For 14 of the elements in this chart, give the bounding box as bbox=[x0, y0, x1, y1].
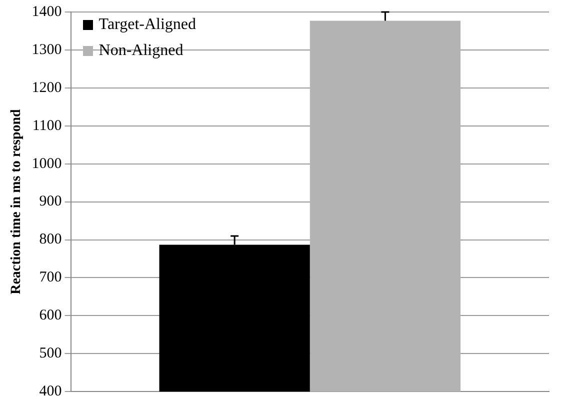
legend-label: Target-Aligned bbox=[98, 16, 196, 34]
y-tick-label: 1300 bbox=[32, 42, 62, 58]
y-tick-label: 800 bbox=[39, 232, 62, 248]
y-tick-label: 1100 bbox=[32, 118, 62, 134]
y-tick-label: 1000 bbox=[32, 156, 62, 172]
y-tick-label: 1400 bbox=[32, 4, 62, 20]
y-tick-label: 600 bbox=[39, 308, 62, 324]
legend-label: Non-Aligned bbox=[98, 42, 184, 60]
y-axis-title: Reaction time in ms to respond bbox=[9, 108, 24, 294]
y-tick-label: 700 bbox=[39, 270, 62, 286]
y-tick-label: 500 bbox=[39, 346, 62, 362]
y-tick-label: 1200 bbox=[32, 80, 62, 96]
y-tick-label: 400 bbox=[39, 384, 62, 400]
y-tick-label: 900 bbox=[39, 194, 62, 210]
